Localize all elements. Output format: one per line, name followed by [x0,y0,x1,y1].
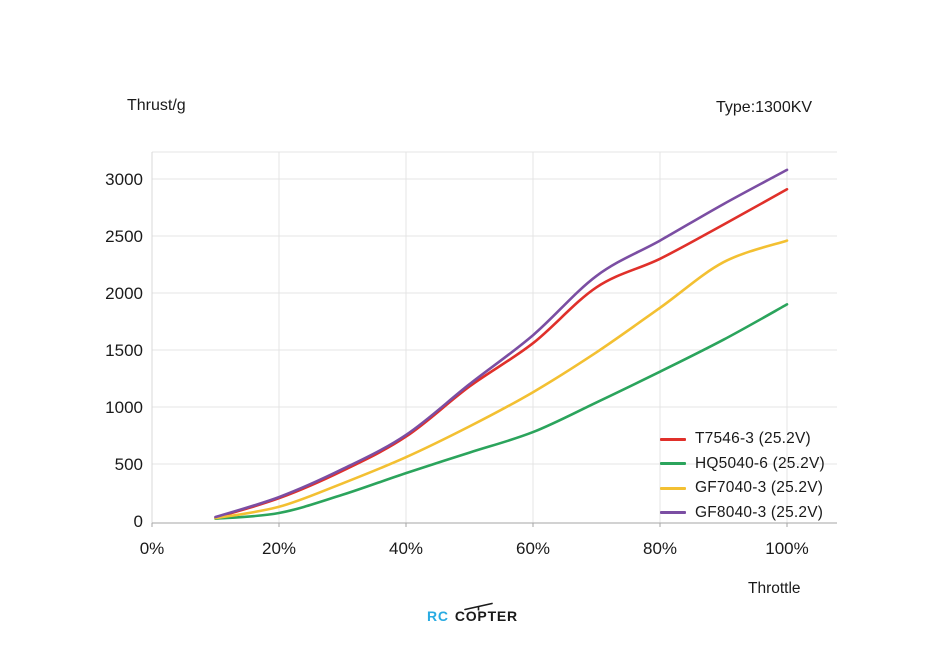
x-axis-title: Throttle [748,580,801,597]
legend-line-swatch [660,462,686,466]
y-tick-label: 2000 [105,284,143,303]
legend-label: GF7040-3 (25.2V) [695,479,824,497]
y-tick-label: 0 [134,512,143,531]
curve-hq5040-6 [214,303,789,521]
curve-t7546-3 [214,188,789,519]
y-tick-label: 3000 [105,170,143,189]
legend-item: HQ5040-6 (25.2V) [660,452,825,477]
legend-item: T7546-3 (25.2V) [660,427,825,452]
legend-item: GF7040-3 (25.2V) [660,476,825,501]
curve-gf8040-3 [214,168,789,519]
y-tick-label: 2500 [105,227,143,246]
helicopter-rotor-icon [464,602,493,611]
y-tick-label: 1500 [105,341,143,360]
logo-rc-text: RC [427,608,449,624]
x-tick-label: 60% [516,539,550,558]
rc-copter-logo: RC COPTER [427,602,518,624]
curve-gf7040-3 [214,239,789,520]
x-tick-label: 40% [389,539,423,558]
y-axis-title: Thrust/g [127,97,186,114]
x-tick-label: 100% [765,539,808,558]
legend-label: GF8040-3 (25.2V) [695,503,824,521]
x-tick-label: 0% [140,539,165,558]
motor-type-label: Type:1300KV [716,99,813,116]
y-tick-label: 1000 [105,398,143,417]
x-tick-label: 80% [643,539,677,558]
legend-label: T7546-3 (25.2V) [695,430,811,448]
legend-line-swatch [660,486,686,490]
logo-copter-text: COPTER [454,608,518,624]
y-tick-label: 500 [115,455,143,474]
legend-line-swatch [660,437,686,441]
chart-legend: T7546-3 (25.2V) HQ5040-6 (25.2V) GF7040-… [660,427,825,525]
legend-line-swatch [660,511,686,515]
legend-item: GF8040-3 (25.2V) [660,501,825,526]
gridlines [151,151,837,527]
legend-label: HQ5040-6 (25.2V) [695,454,825,472]
x-tick-label: 20% [262,539,296,558]
